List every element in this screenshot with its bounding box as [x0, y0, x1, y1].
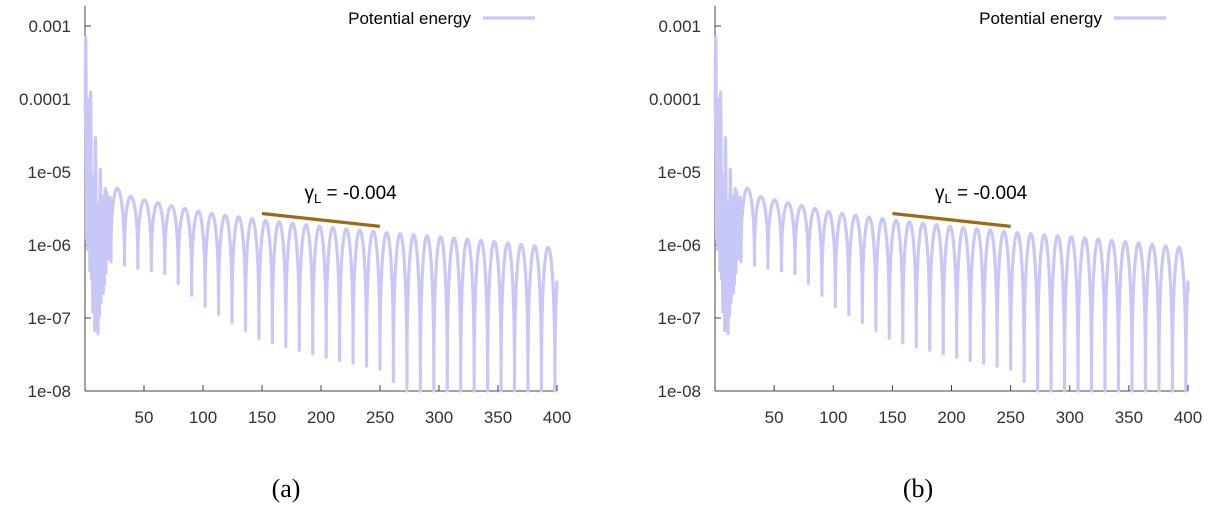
x-tick-label: 300 [425, 408, 453, 427]
y-tick-label: 0.001 [28, 17, 71, 36]
y-tick-label: 0.001 [658, 17, 701, 36]
y-tick-label: 1e-08 [28, 382, 71, 401]
legend-label: Potential energy [979, 9, 1102, 28]
decay-fit-line [892, 211, 1011, 228]
chart-panel-b: 0.001 0.0001 1e-05 1e-06 1e-07 1e-08 50 100 150 2… [649, 6, 1202, 503]
x-tick-label: 50 [765, 408, 784, 427]
y-tick-label: 1e-05 [28, 163, 71, 182]
panel-caption: (a) [272, 474, 301, 503]
x-tick-label: 350 [484, 408, 512, 427]
x-tick-label: 250 [366, 408, 394, 427]
x-tick-label: 200 [937, 408, 965, 427]
x-tick-label: 200 [307, 408, 335, 427]
y-tick-label: 1e-07 [28, 309, 71, 328]
decay-rate-label: γL = -0.004 [935, 183, 1028, 206]
y-tick-label: 1e-08 [658, 382, 701, 401]
x-tick-label: 300 [1056, 408, 1084, 427]
x-tick-label: 50 [135, 408, 154, 427]
x-tick-label: 150 [248, 408, 276, 427]
x-tick-label: 400 [1174, 408, 1202, 427]
panel-caption: (b) [903, 474, 933, 503]
x-tick-label: 100 [189, 408, 217, 427]
potential-energy-series [83, 35, 559, 393]
x-tick-label: 100 [819, 408, 847, 427]
y-tick-label: 0.0001 [19, 90, 71, 109]
y-tick-label: 1e-07 [658, 309, 701, 328]
potential-energy-series [713, 35, 1190, 393]
y-tick-label: 0.0001 [649, 90, 701, 109]
x-tick-label: 350 [1115, 408, 1143, 427]
x-tick-label: 150 [878, 408, 906, 427]
x-tick-label: 250 [996, 408, 1024, 427]
x-tick-label: 400 [543, 408, 571, 427]
y-tick-label: 1e-06 [658, 236, 701, 255]
decay-rate-label: γL = -0.004 [304, 183, 397, 206]
y-tick-label: 1e-06 [28, 236, 71, 255]
decay-fit-line [261, 211, 381, 228]
legend-label: Potential energy [348, 9, 471, 28]
y-tick-label: 1e-05 [658, 163, 701, 182]
chart-panel-a: 0.001 0.0001 1e-05 1e-06 1e-07 1e-08 50 100 150 2… [19, 6, 571, 503]
